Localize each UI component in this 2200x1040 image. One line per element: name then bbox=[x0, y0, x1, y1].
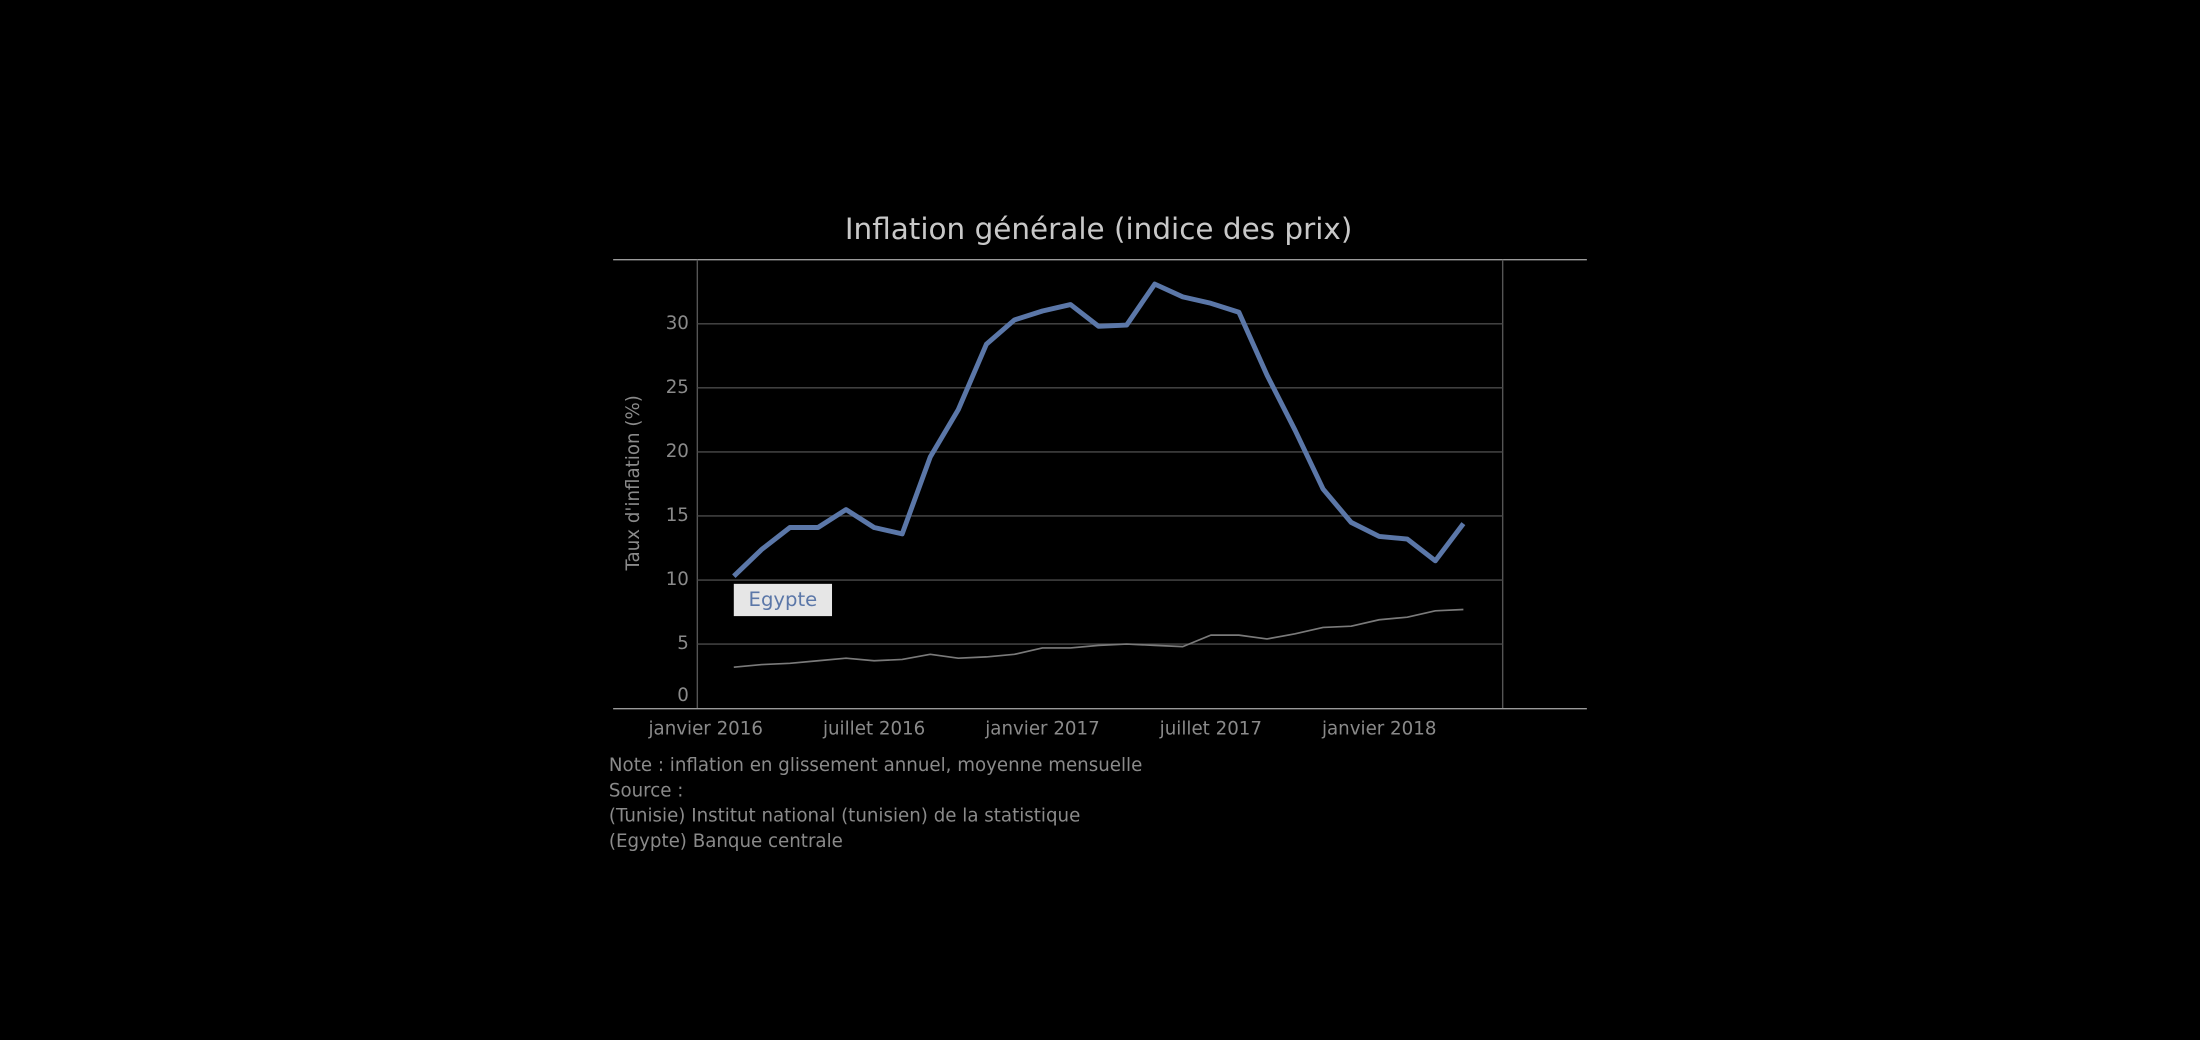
note-line: Source : bbox=[609, 780, 684, 801]
notes: Note : inflation en glissement annuel, m… bbox=[609, 755, 1142, 852]
note-line: Note : inflation en glissement annuel, m… bbox=[609, 755, 1142, 776]
x-tick-label: janvier 2018 bbox=[1321, 719, 1436, 740]
y-tick-label: 10 bbox=[666, 569, 689, 590]
x-tick-label: juillet 2017 bbox=[1159, 719, 1262, 740]
x-tick-label: janvier 2017 bbox=[984, 719, 1099, 740]
line-series bbox=[732, 281, 1466, 578]
x-tick-label: janvier 2016 bbox=[647, 719, 762, 740]
y-tick-label: 20 bbox=[666, 441, 689, 462]
x-tick-label: juillet 2016 bbox=[822, 719, 925, 740]
y-axis-label: Taux d'inflation (%) bbox=[623, 395, 644, 571]
note-line: (Tunisie) Institut national (tunisien) d… bbox=[609, 806, 1080, 827]
series-label: Egypte bbox=[749, 588, 818, 611]
chart-title: Inflation générale (indice des prix) bbox=[845, 212, 1353, 246]
series-label-box bbox=[733, 583, 833, 617]
y-tick-label: 15 bbox=[666, 505, 689, 526]
y-tick-label: 30 bbox=[666, 313, 689, 334]
note-line: (Egypte) Banque centrale bbox=[609, 831, 843, 852]
y-tick-label: 5 bbox=[677, 633, 689, 654]
y-tick-label: 25 bbox=[666, 377, 689, 398]
line-series bbox=[733, 608, 1464, 668]
y-tick-label: 0 bbox=[677, 685, 689, 706]
